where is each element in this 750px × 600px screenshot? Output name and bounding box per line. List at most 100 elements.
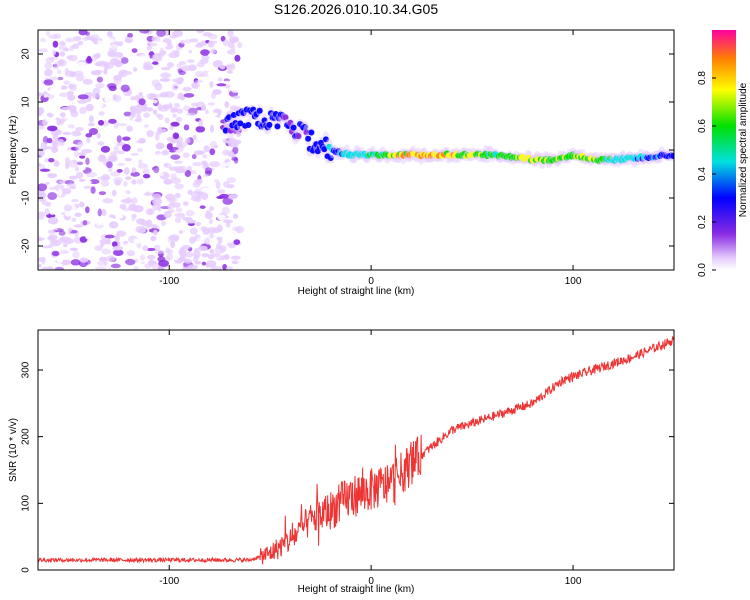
- noise-cell: [49, 226, 59, 231]
- noise-cell: [189, 38, 199, 43]
- spectrogram-y-tick-label: -20: [21, 238, 32, 253]
- noise-cell: [172, 30, 184, 38]
- noise-cell: [181, 65, 191, 72]
- noise-cell: [48, 34, 58, 39]
- ridge-cell: [237, 120, 244, 127]
- noise-cell: [205, 209, 211, 214]
- noise-cell: [107, 50, 116, 57]
- noise-cell: [123, 167, 130, 175]
- noise-cell: [67, 94, 76, 101]
- spectrogram-x-tick-label: 0: [368, 276, 374, 287]
- noise-cell: [66, 104, 77, 111]
- noise-cell: [195, 260, 202, 265]
- noise-cell: [85, 103, 94, 112]
- noise-cell: [131, 217, 136, 222]
- noise-cell: [79, 166, 86, 171]
- noise-cell: [208, 33, 218, 40]
- noise-cell: [69, 45, 74, 52]
- spectrogram-blobs: [38, 30, 674, 270]
- noise-cell: [71, 217, 77, 223]
- noise-cell: [38, 92, 43, 97]
- snr-series-line: [37, 335, 675, 565]
- noise-cell: [108, 221, 119, 229]
- noise-cell: [233, 239, 241, 246]
- colorbar-tick-label: 0.4: [697, 167, 708, 181]
- noise-cell: [69, 71, 77, 78]
- noise-cell: [140, 105, 149, 112]
- noise-cell: [38, 162, 42, 167]
- noise-cell: [124, 176, 132, 180]
- noise-cell: [73, 224, 84, 228]
- noise-cell: [56, 84, 62, 90]
- figure-title: S126.2026.010.10.34.G05: [274, 1, 438, 17]
- noise-cell: [176, 142, 183, 148]
- noise-cell: [111, 207, 117, 211]
- noise-cell: [152, 61, 159, 65]
- noise-cell: [131, 197, 138, 204]
- noise-cell: [171, 83, 179, 91]
- noise-cell: [122, 198, 133, 204]
- noise-cell: [127, 32, 134, 38]
- noise-cell: [38, 257, 46, 263]
- noise-cell: [76, 61, 87, 67]
- noise-cell: [65, 37, 76, 43]
- noise-cell: [174, 160, 184, 164]
- noise-cell: [216, 257, 226, 261]
- noise-cell: [231, 37, 238, 44]
- noise-cell: [55, 138, 64, 143]
- noise-cell: [210, 48, 217, 54]
- noise-cell: [126, 125, 133, 132]
- noise-cell: [182, 86, 192, 92]
- noise-cell: [109, 171, 121, 177]
- noise-cell: [159, 189, 168, 194]
- noise-cell: [209, 187, 214, 195]
- noise-cell: [130, 96, 136, 101]
- noise-cell: [222, 80, 232, 85]
- spectrogram-y-tick-label: -10: [21, 190, 32, 205]
- spectrogram-y-tick-label: 10: [21, 96, 32, 108]
- noise-cell: [51, 251, 60, 257]
- noise-cell: [83, 180, 92, 184]
- noise-cell: [165, 247, 171, 254]
- noise-cell: [175, 207, 183, 213]
- noise-cell: [104, 62, 109, 71]
- noise-cell: [224, 101, 230, 108]
- spectrogram-layer: [38, 30, 674, 270]
- noise-cell: [85, 206, 90, 214]
- noise-cell: [98, 191, 107, 196]
- noise-cell: [167, 235, 175, 244]
- noise-cell: [178, 70, 186, 75]
- noise-cell: [170, 154, 181, 160]
- noise-cell: [103, 175, 111, 180]
- noise-cell: [232, 213, 239, 219]
- noise-cell: [113, 249, 124, 256]
- noise-cell: [108, 85, 117, 92]
- noise-cell: [70, 110, 79, 118]
- noise-cell: [66, 55, 73, 60]
- noise-cell: [59, 112, 66, 118]
- noise-cell: [74, 166, 80, 172]
- noise-cell: [192, 161, 202, 167]
- noise-cell: [225, 265, 233, 270]
- noise-cell: [123, 180, 128, 187]
- snr-panel: -100 0 100 0 100 200 300 Height of straight li…: [8, 329, 675, 595]
- noise-cell: [190, 170, 197, 175]
- noise-cell: [234, 54, 241, 62]
- noise-cell: [212, 112, 219, 117]
- snr-x-tick-label: 100: [565, 576, 582, 587]
- noise-cell: [207, 227, 217, 234]
- noise-cell: [183, 201, 189, 206]
- noise-cell: [130, 171, 140, 177]
- noise-cell: [113, 176, 124, 184]
- noise-cell: [75, 73, 85, 82]
- noise-cell: [115, 51, 123, 58]
- spectrogram-y-tick-label: 20: [21, 48, 32, 60]
- noise-cell: [154, 82, 163, 91]
- noise-cell: [194, 79, 204, 83]
- noise-cell: [209, 124, 214, 133]
- noise-cell: [170, 147, 179, 151]
- noise-cell: [152, 99, 158, 104]
- noise-cell: [209, 81, 214, 88]
- snr-y-tick-label: 200: [21, 428, 32, 445]
- noise-cell: [121, 70, 132, 76]
